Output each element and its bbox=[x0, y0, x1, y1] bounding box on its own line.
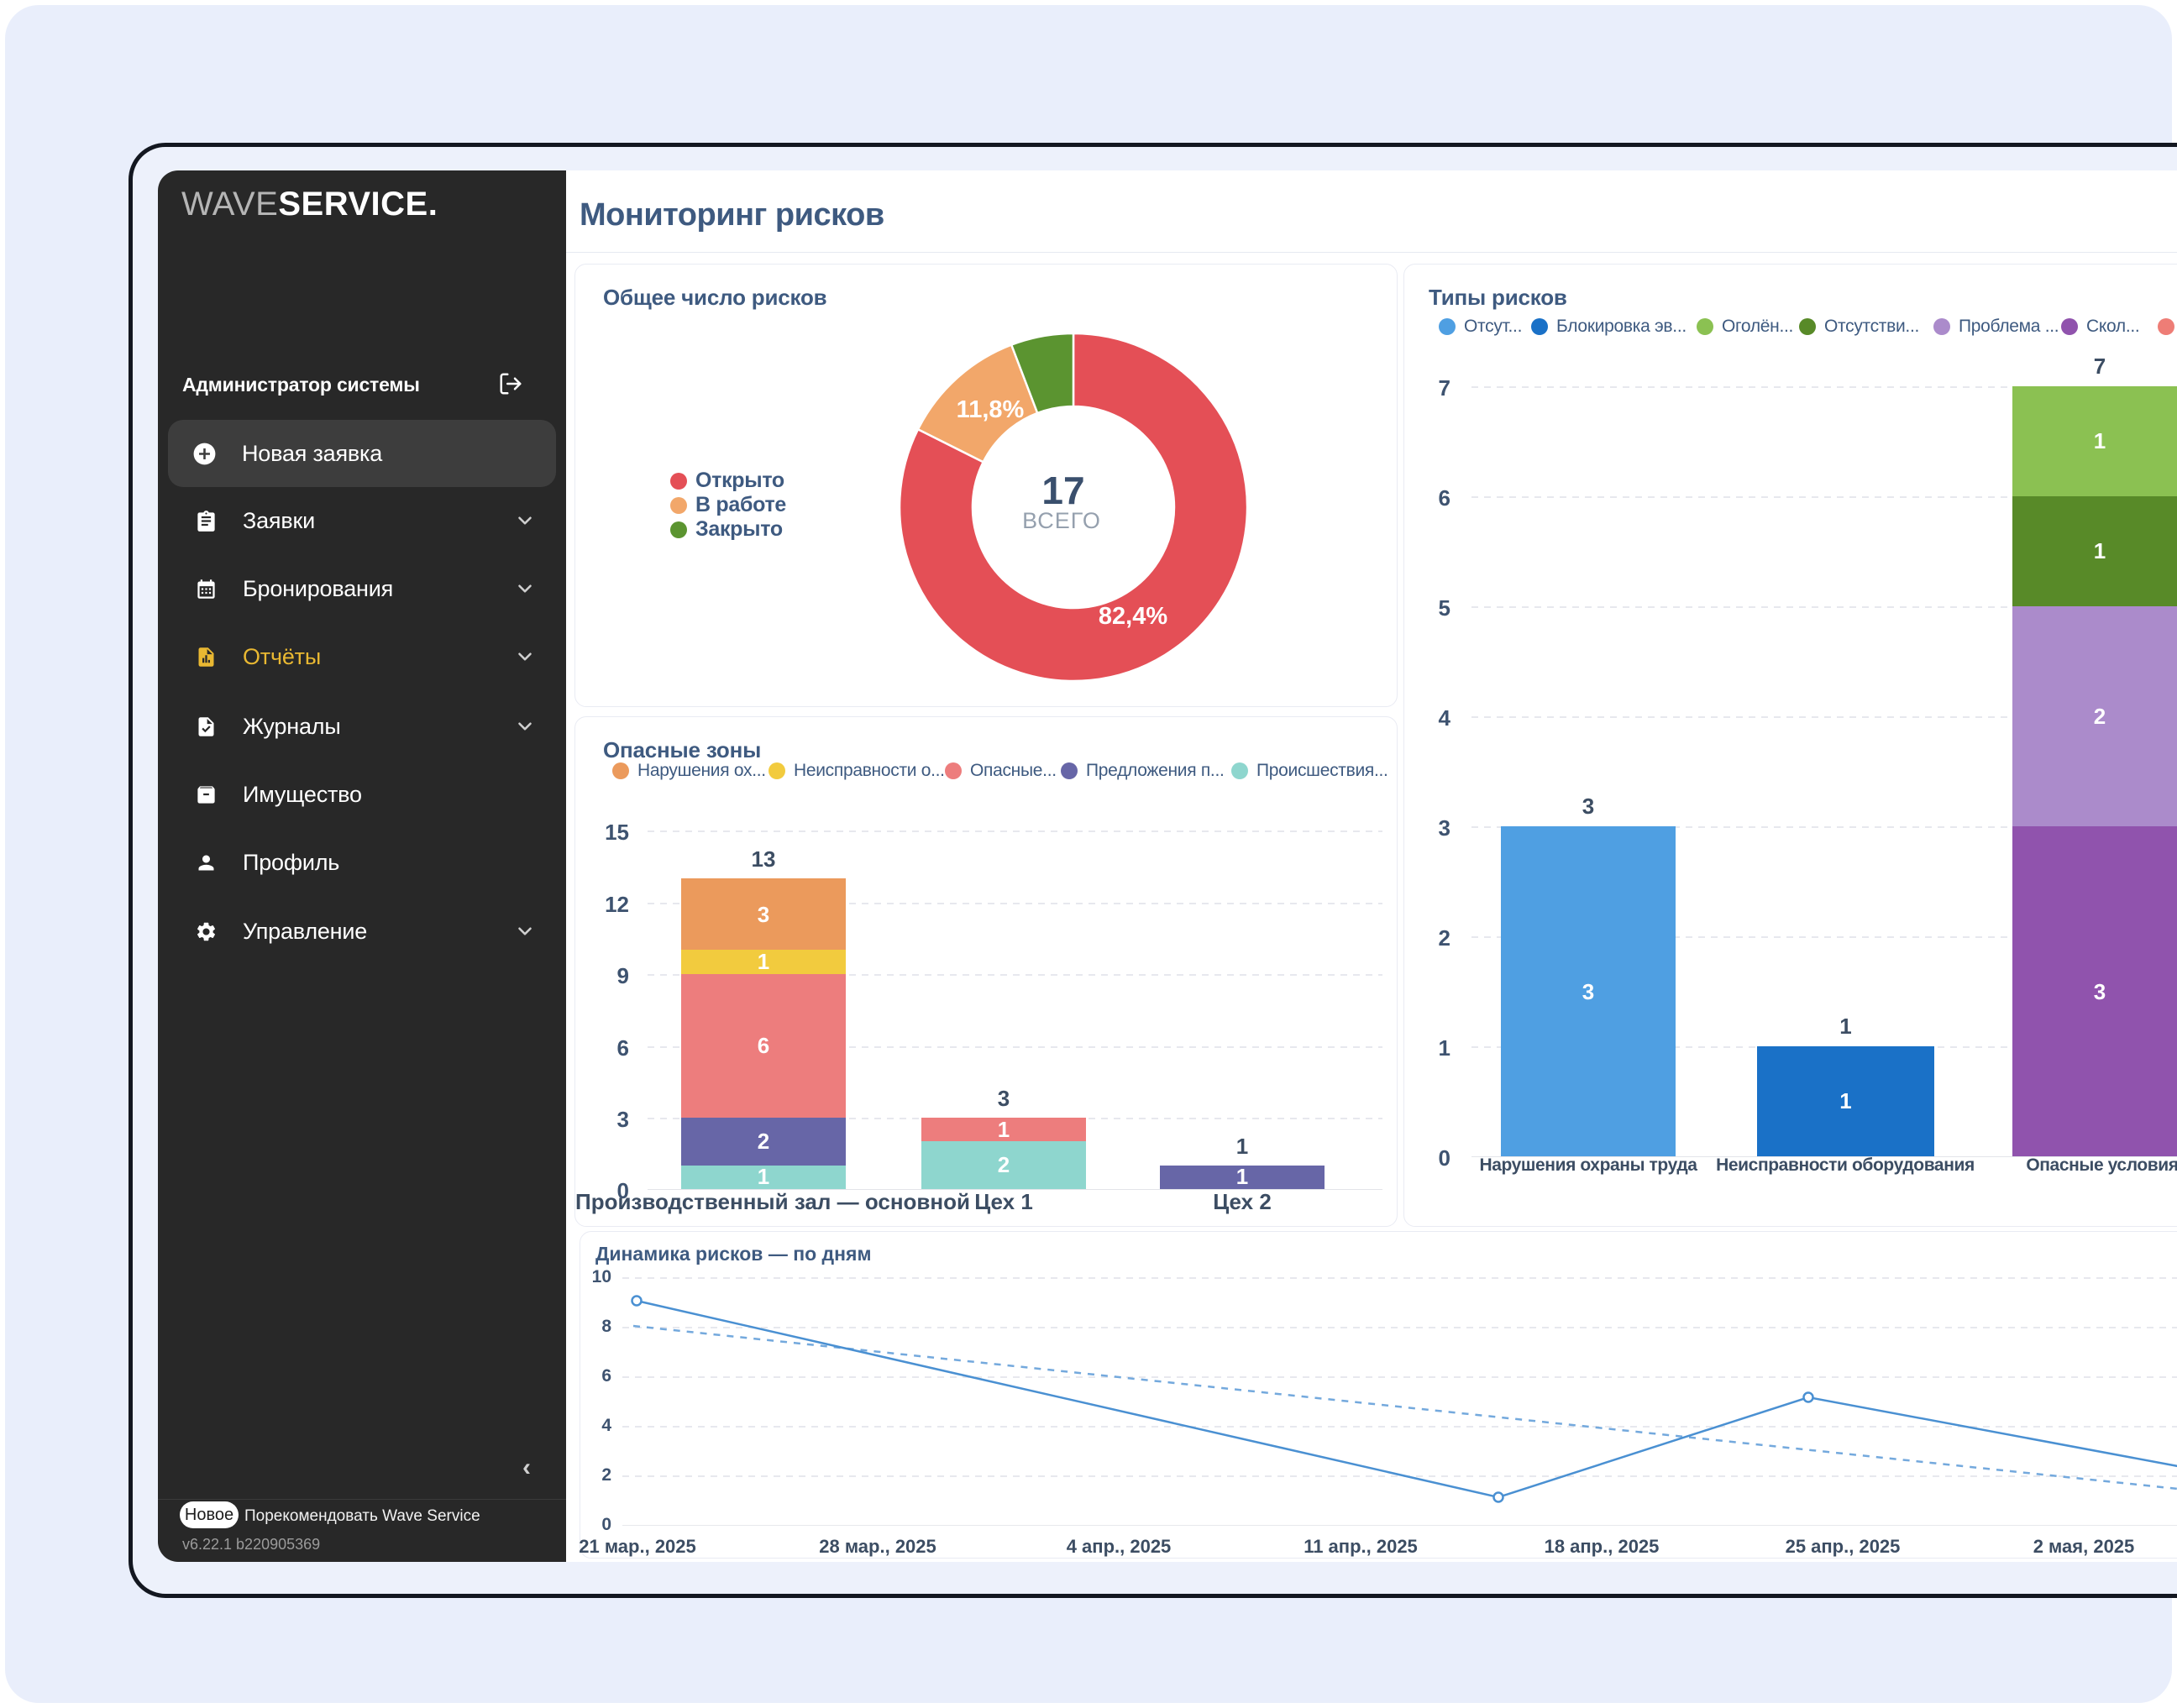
svg-text:11,8%: 11,8% bbox=[957, 396, 1025, 423]
svg-text:17: 17 bbox=[1041, 469, 1084, 512]
svg-text:ВСЕГО: ВСЕГО bbox=[1022, 508, 1101, 533]
svg-text:82,4%: 82,4% bbox=[1099, 603, 1167, 630]
